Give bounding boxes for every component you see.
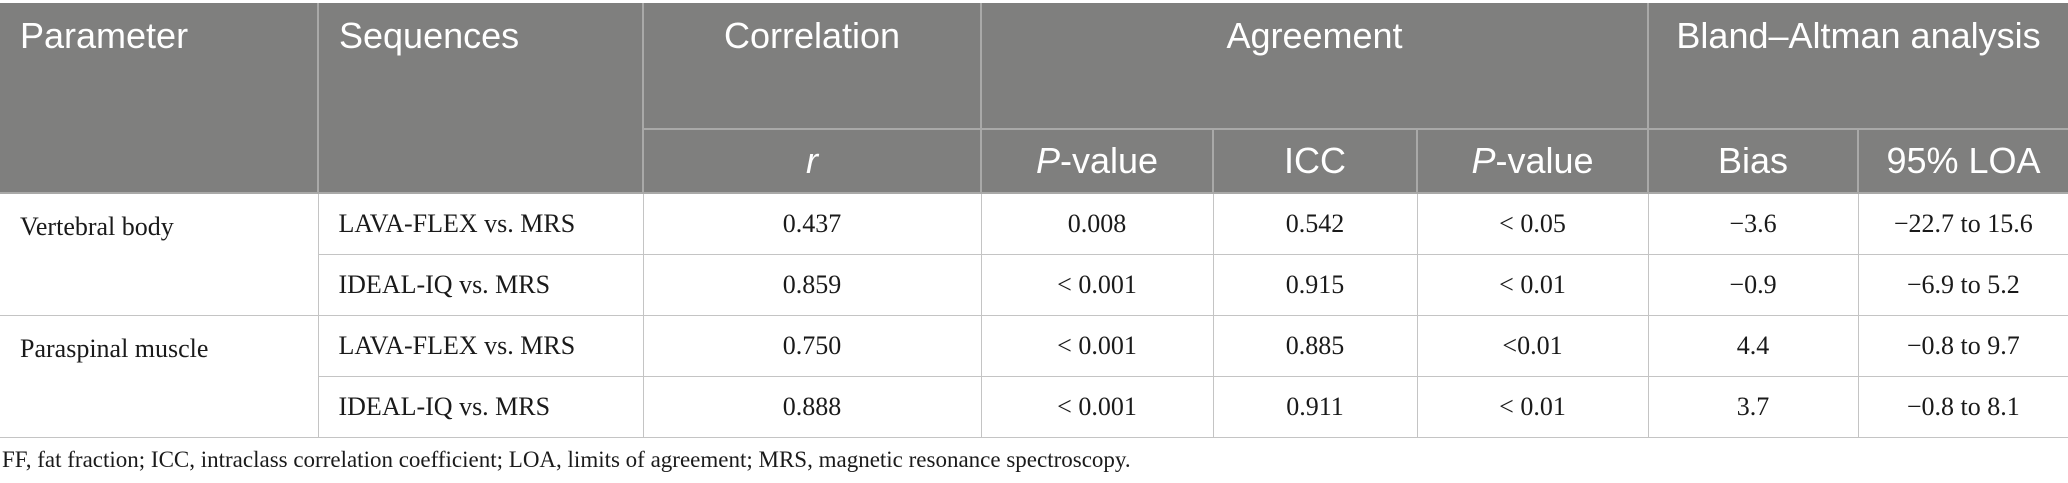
sequence-cell: IDEAL-IQ vs. MRS [318,376,644,438]
header-p-italic: P [1035,140,1060,181]
header-p-italic-2: P [1471,140,1496,181]
r-cell: 0.859 [643,254,982,316]
p-value-cell: 0.008 [981,193,1214,255]
header-p-suffix: -value [1059,140,1159,181]
header-correlation: Correlation [643,3,982,130]
loa-cell: −22.7 to 15.6 [1858,193,2068,255]
p-value-cell: < 0.01 [1417,254,1649,316]
p-value-cell: < 0.05 [1417,193,1649,255]
sequence-cell: IDEAL-IQ vs. MRS [318,254,644,316]
bias-cell: 3.7 [1648,376,1859,438]
table-row: Vertebral body LAVA-FLEX vs. MRS 0.437 0… [0,193,2068,316]
header-agreement: Agreement [981,3,1649,130]
p-value-cell: < 0.001 [981,376,1214,438]
header-p-suffix-2: -value [1495,140,1594,181]
header-sequences: Sequences [318,3,644,194]
table-row: IDEAL-IQ vs. MRS 0.859 < 0.001 0.915 < 0… [0,254,2068,316]
icc-cell: 0.911 [1213,376,1418,438]
table-row: Paraspinal muscle LAVA-FLEX vs. MRS 0.75… [0,315,2068,438]
sequence-cell: LAVA-FLEX vs. MRS [318,315,644,377]
p-value-cell: < 0.01 [1417,376,1649,438]
p-value-cell: < 0.001 [981,315,1214,377]
bias-cell: −3.6 [1648,193,1859,255]
header-bland-altman: Bland–Altman analysis [1648,3,2068,130]
header-icc: ICC [1213,129,1418,194]
r-cell: 0.888 [643,376,982,438]
bias-cell: 4.4 [1648,315,1859,377]
loa-cell: −0.8 to 9.7 [1858,315,2068,377]
header-loa: 95% LOA [1858,129,2068,194]
parameter-cell: Paraspinal muscle [0,315,319,438]
header-r-label: r [806,140,818,181]
icc-cell: 0.542 [1213,193,1418,255]
results-table: Parameter Sequences Correlation Agreemen… [0,3,2068,438]
icc-cell: 0.915 [1213,254,1418,316]
table-footnote: FF, fat fraction; ICC, intraclass correl… [2,447,1131,472]
bias-cell: −0.9 [1648,254,1859,316]
header-p-value-correlation: P-value [981,129,1214,194]
loa-cell: −0.8 to 8.1 [1858,376,2068,438]
header-parameter: Parameter [0,3,319,194]
header-bias: Bias [1648,129,1859,194]
r-cell: 0.750 [643,315,982,377]
loa-cell: −6.9 to 5.2 [1858,254,2068,316]
icc-cell: 0.885 [1213,315,1418,377]
p-value-cell: <0.01 [1417,315,1649,377]
table-row: IDEAL-IQ vs. MRS 0.888 < 0.001 0.911 < 0… [0,376,2068,438]
header-r: r [643,129,982,194]
r-cell: 0.437 [643,193,982,255]
header-p-value-agreement: P-value [1417,129,1649,194]
sequence-cell: LAVA-FLEX vs. MRS [318,193,644,255]
p-value-cell: < 0.001 [981,254,1214,316]
parameter-cell: Vertebral body [0,193,319,316]
